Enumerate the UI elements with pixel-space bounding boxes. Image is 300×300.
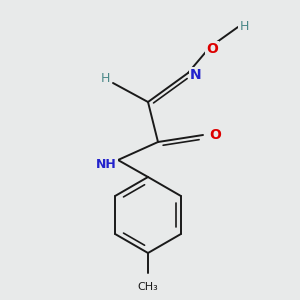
Text: O: O xyxy=(209,128,221,142)
Text: NH: NH xyxy=(96,158,116,170)
Text: H: H xyxy=(239,20,249,34)
Text: N: N xyxy=(190,68,202,82)
Text: CH₃: CH₃ xyxy=(138,282,158,292)
Text: H: H xyxy=(100,73,110,85)
Text: O: O xyxy=(206,42,218,56)
